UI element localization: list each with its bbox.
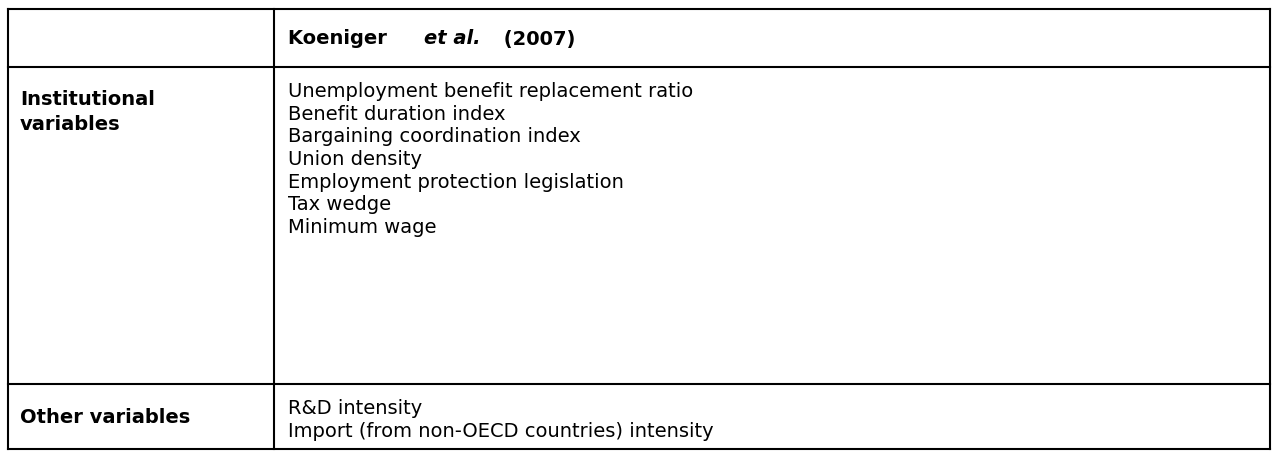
Text: Bargaining coordination index: Bargaining coordination index [288,127,580,146]
Text: R&D intensity: R&D intensity [288,398,422,417]
Text: variables: variables [20,115,120,134]
Text: Institutional: Institutional [20,90,155,109]
Text: Tax wedge: Tax wedge [288,195,391,214]
Text: Koeniger: Koeniger [288,29,394,48]
Text: Benefit duration index: Benefit duration index [288,105,506,123]
Text: et al.: et al. [424,29,481,48]
Text: Other variables: Other variables [20,407,190,426]
Text: Unemployment benefit replacement ratio: Unemployment benefit replacement ratio [288,82,693,101]
Text: Union density: Union density [288,150,422,168]
Text: Minimum wage: Minimum wage [288,218,437,236]
Text: Employment protection legislation: Employment protection legislation [288,172,624,191]
Text: Import (from non-OECD countries) intensity: Import (from non-OECD countries) intensi… [288,421,713,440]
Text: (2007): (2007) [497,29,575,48]
